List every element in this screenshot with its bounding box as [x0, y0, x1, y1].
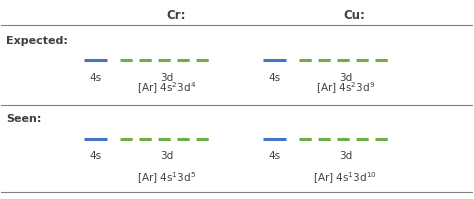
Text: 4s: 4s: [90, 73, 102, 83]
Text: [Ar] 4s$^{1}$3d$^{5}$: [Ar] 4s$^{1}$3d$^{5}$: [137, 170, 196, 186]
Text: Expected:: Expected:: [6, 36, 68, 46]
Text: [Ar] 4s$^{2}$3d$^{4}$: [Ar] 4s$^{2}$3d$^{4}$: [137, 80, 196, 96]
Text: Cr:: Cr:: [166, 9, 185, 22]
Text: 4s: 4s: [269, 151, 281, 161]
Text: Seen:: Seen:: [6, 114, 42, 124]
Text: 3d: 3d: [339, 73, 352, 83]
Text: 3d: 3d: [339, 151, 352, 161]
Text: 3d: 3d: [160, 73, 173, 83]
Text: 4s: 4s: [269, 73, 281, 83]
Text: [Ar] 4s$^{1}$3d$^{10}$: [Ar] 4s$^{1}$3d$^{10}$: [313, 170, 377, 186]
Text: Cu:: Cu:: [344, 9, 366, 22]
Text: 4s: 4s: [90, 151, 102, 161]
Text: [Ar] 4s$^{2}$3d$^{9}$: [Ar] 4s$^{2}$3d$^{9}$: [316, 80, 375, 96]
Text: 3d: 3d: [160, 151, 173, 161]
